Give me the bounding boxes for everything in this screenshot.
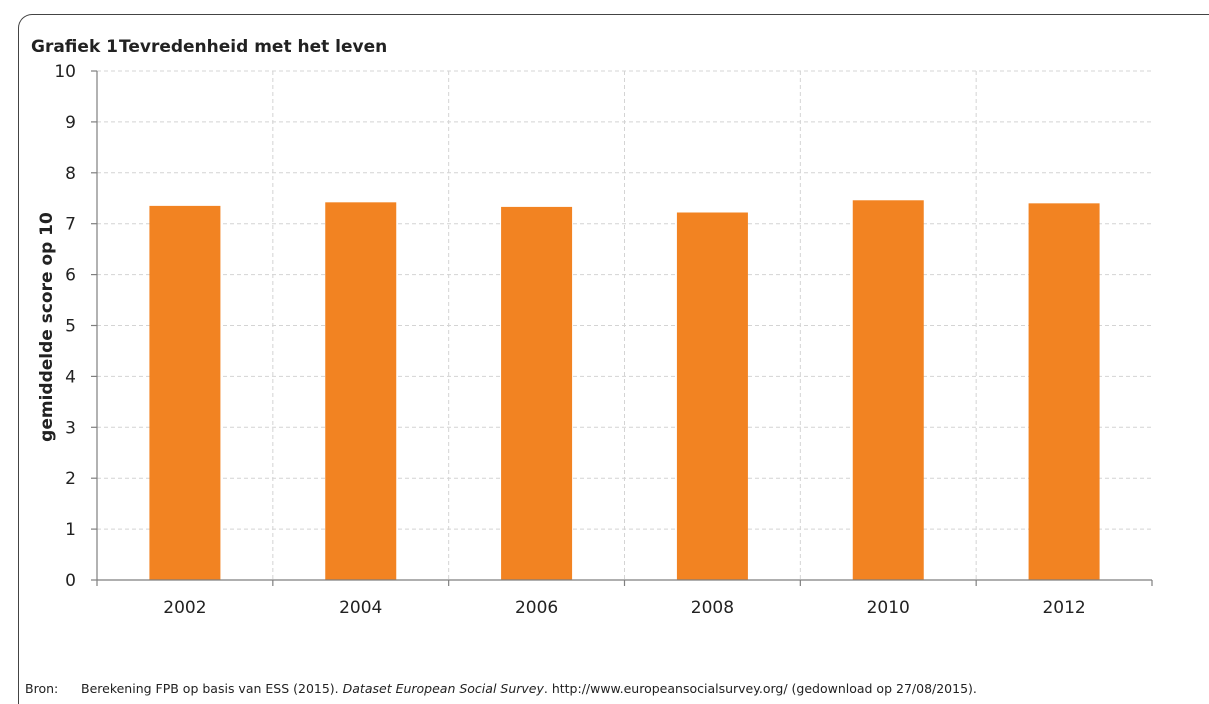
- bar-2006: [501, 206, 573, 580]
- figure-title: Tevredenheid met het leven: [119, 37, 388, 57]
- bars: [149, 200, 1100, 580]
- bar-2012: [1028, 203, 1100, 580]
- source-text: Berekening FPB op basis van ESS (2015).: [81, 681, 343, 696]
- y-tick-labels: 0 1 2 3 4 5 6 7 8 9 10: [54, 62, 76, 591]
- x-tick-labels: 2002 2004 2006 2008 2010 2012: [163, 598, 1085, 618]
- source-dataset-name: Dataset European Social Survey: [342, 681, 544, 696]
- y-tick-label: 6: [65, 266, 76, 286]
- y-tick-label: 10: [54, 62, 76, 82]
- bar-2004: [325, 202, 397, 580]
- x-tick-label: 2006: [515, 598, 558, 618]
- y-tick-label: 2: [65, 469, 76, 489]
- x-tick-label: 2008: [691, 598, 734, 618]
- y-axis-title: gemiddelde score op 10: [37, 212, 57, 442]
- x-tick-label: 2012: [1042, 598, 1085, 618]
- axes: [91, 70, 1153, 586]
- source-url-text: . http://www.europeansocialsurvey.org/ (…: [543, 681, 977, 696]
- y-tick-label: 5: [65, 317, 76, 337]
- y-tick-label: 7: [65, 215, 76, 235]
- y-tick-label: 1: [65, 520, 76, 540]
- source-label: Bron:: [25, 681, 59, 696]
- y-tick-label: 4: [65, 367, 76, 387]
- y-tick-label: 9: [65, 113, 76, 133]
- x-tick-label: 2004: [339, 598, 382, 618]
- source-note: Bron: Berekening FPB op basis van ESS (20…: [25, 681, 977, 696]
- y-tick-label: 0: [65, 571, 76, 591]
- x-tick-label: 2010: [867, 598, 910, 618]
- chart-title: Grafiek 1Tevredenheid met het leven: [31, 37, 387, 57]
- grid-lines: [97, 70, 1152, 580]
- bar-2008: [676, 212, 748, 580]
- bar-2010: [852, 200, 924, 580]
- x-tick-label: 2002: [163, 598, 206, 618]
- y-tick-label: 3: [65, 418, 76, 438]
- figure-number: Grafiek 1: [31, 37, 118, 57]
- chart-frame: [18, 14, 1209, 704]
- bar-2002: [149, 205, 221, 580]
- y-tick-label: 8: [65, 164, 76, 184]
